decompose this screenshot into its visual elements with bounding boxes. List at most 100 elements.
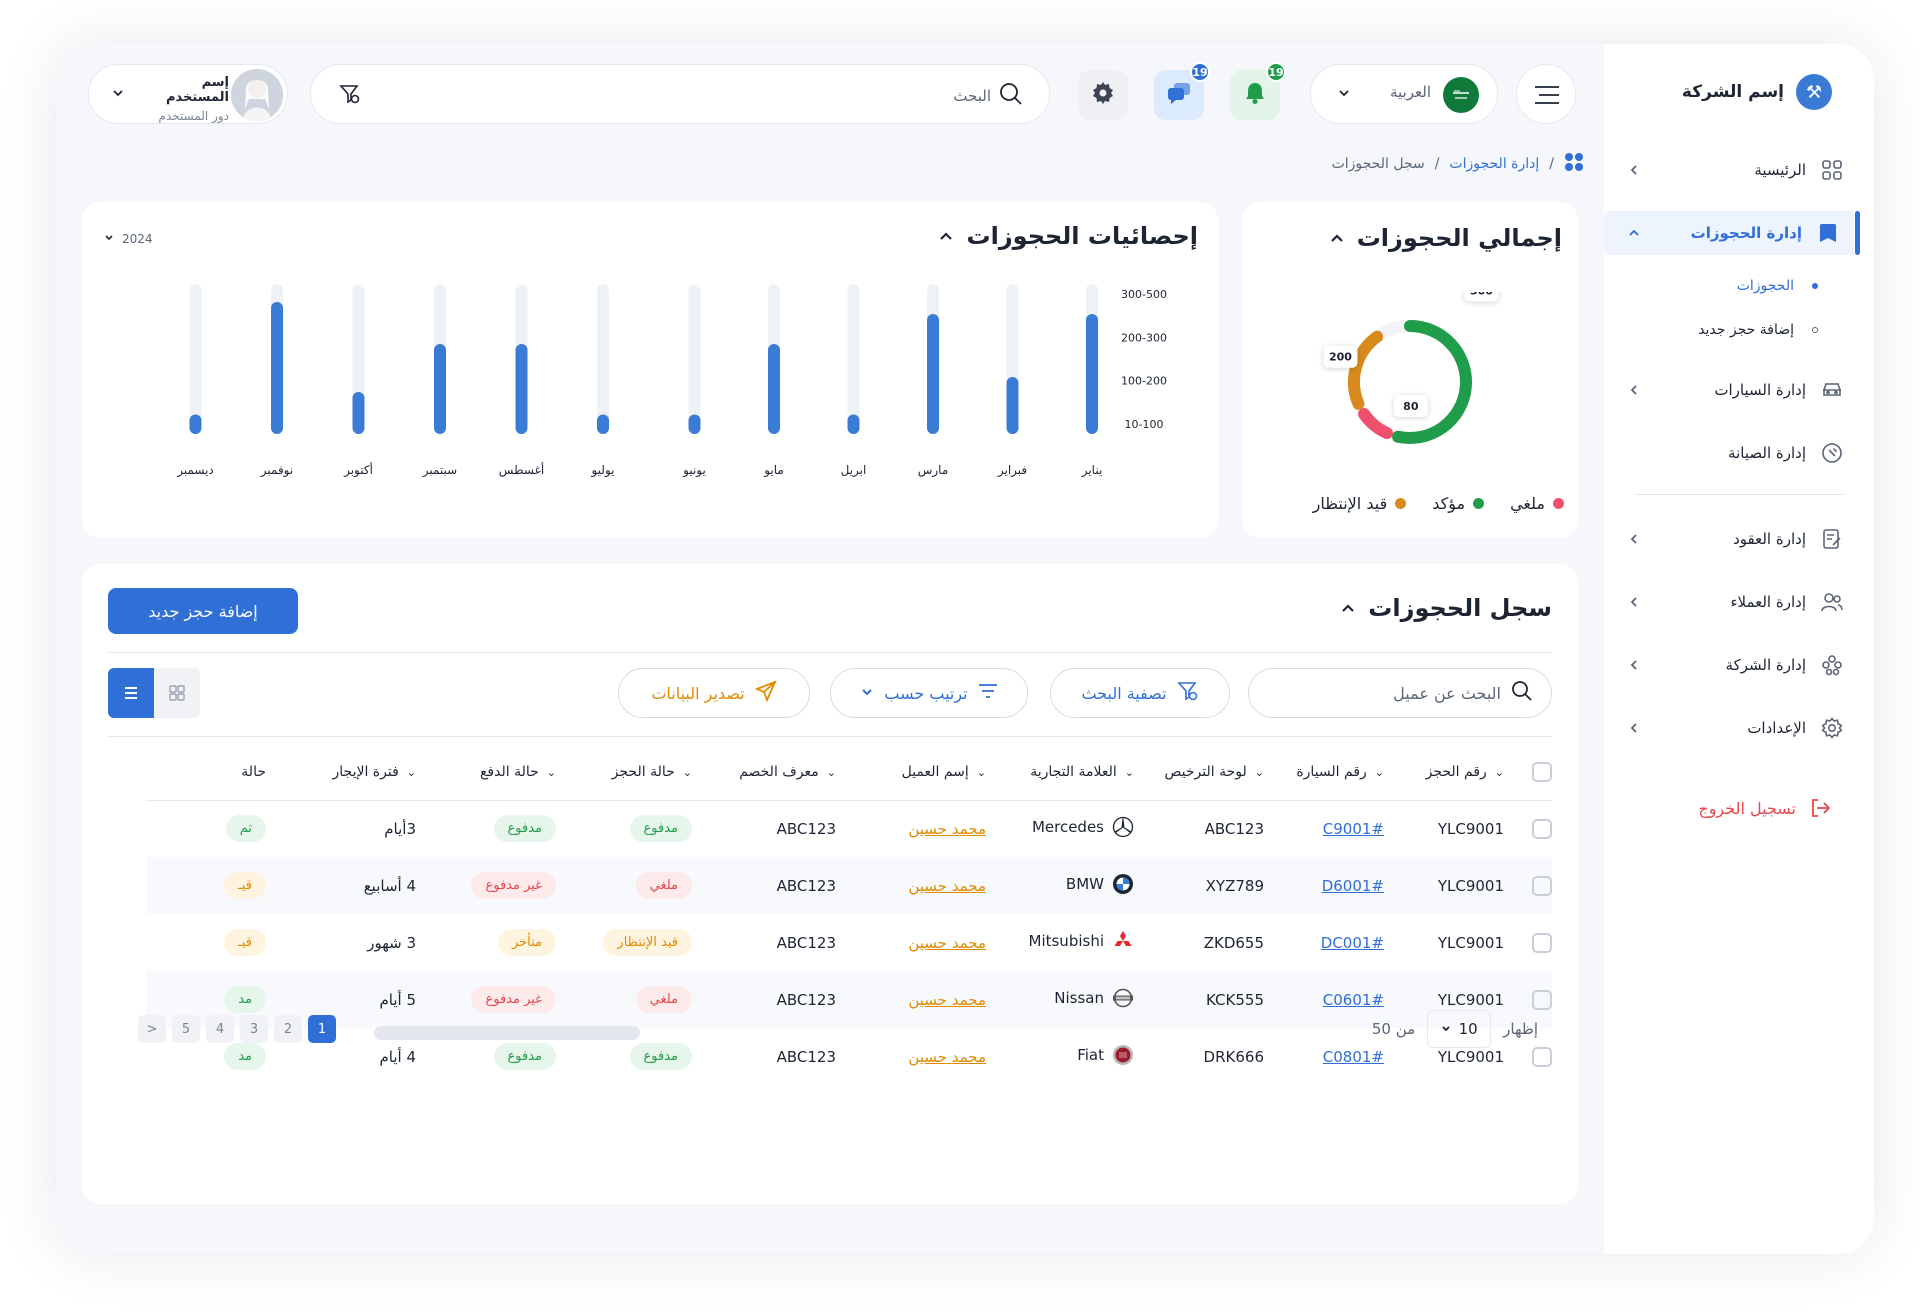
x-tick-label: مايو — [763, 463, 784, 478]
messages-button[interactable]: 19 — [1154, 62, 1210, 120]
table-header-row: ⌄ رقم الحجز ⌄ رقم السيارة ⌄ لوحة الترخيص ⌄ ا… — [146, 744, 1552, 801]
chevron-up-icon[interactable] — [1329, 224, 1345, 252]
row-checkbox[interactable] — [1532, 875, 1552, 896]
page-button[interactable]: 5 — [172, 1015, 200, 1043]
user-menu[interactable]: إسم المستخدم دور المستخدم — [88, 64, 288, 124]
column-header[interactable]: ⌄ معرف الخصم — [692, 744, 836, 801]
sidebar-item-label: إدارة الحجوزات — [1690, 224, 1802, 242]
row-checkbox[interactable] — [1532, 932, 1552, 953]
search-field[interactable]: البحث — [953, 82, 1023, 110]
sidebar-item-clients[interactable]: إدارة العملاء — [1604, 580, 1874, 624]
notifications-button[interactable]: 19 — [1230, 62, 1286, 120]
sidebar-item-settings[interactable]: الإعدادات — [1604, 706, 1874, 750]
table-row[interactable]: YLC9001 #C0601 KCK555 Nissan محمد حسين ABC123… — [146, 971, 1552, 1028]
settings-button[interactable] — [1078, 70, 1128, 120]
page-size-select[interactable]: 10 — [1427, 1010, 1492, 1048]
chevron-up-icon[interactable] — [1340, 594, 1356, 622]
filter-search-button[interactable]: تصفية البحث — [1050, 668, 1230, 718]
column-header[interactable]: ⌄ رقم الحجز — [1384, 744, 1504, 801]
car-number-link[interactable]: #D6001 — [1321, 876, 1384, 895]
column-header[interactable]: ⌄ فترة الإيجار — [266, 744, 416, 801]
bar[interactable] — [597, 414, 609, 435]
bar[interactable] — [768, 344, 780, 434]
sidebar-item-home[interactable]: الرئيسية — [1604, 148, 1874, 192]
export-data-button[interactable]: تصدير البيانات — [618, 668, 810, 718]
column-header[interactable]: ⌄ حالة الحجز — [556, 744, 692, 801]
next-page-button[interactable]: < — [138, 1015, 166, 1043]
breadcrumb-parent-link[interactable]: إدارة الحجوزات — [1449, 156, 1540, 172]
sort-icon — [978, 683, 998, 703]
column-header[interactable]: ⌄ لوحة الترخيص — [1134, 744, 1264, 801]
column-header[interactable]: ⌄ العلامة التجارية — [986, 744, 1134, 801]
page-button[interactable]: 2 — [274, 1015, 302, 1043]
bullet-icon — [1812, 283, 1818, 289]
bar[interactable] — [352, 392, 365, 434]
menu-toggle-button[interactable] — [1516, 64, 1576, 124]
page-button[interactable]: 4 — [206, 1015, 234, 1043]
chevron-up-icon[interactable] — [938, 222, 954, 250]
year-selector[interactable]: 2024 — [104, 232, 153, 246]
bar[interactable] — [847, 414, 860, 435]
submenu-item-bookings[interactable]: الحجوزات — [1604, 264, 1874, 308]
column-header[interactable]: ⌄ إسم العميل — [836, 744, 986, 801]
page-size-value: 10 — [1458, 1020, 1478, 1038]
sidebar-item-cars[interactable]: إدارة السيارات — [1604, 368, 1874, 412]
submenu-item-add-booking[interactable]: إضافة حجز جديد — [1604, 308, 1874, 352]
table-row[interactable]: YLC9001 #C0801 DRK666 Fiat محمد حسين ABC123 مد… — [146, 1028, 1552, 1085]
donut-label-text: 200 — [1329, 351, 1352, 364]
column-header[interactable]: ⌄ رقم السيارة — [1264, 744, 1384, 801]
client-search-input[interactable]: البحث عن عميل — [1393, 683, 1501, 703]
search-input[interactable]: البحث — [953, 87, 991, 105]
sort-label: ترتيب حسب — [884, 683, 968, 703]
logout-button[interactable]: تسجيل الخروج — [1604, 786, 1874, 830]
bar[interactable] — [1086, 314, 1098, 434]
sort-by-button[interactable]: ترتيب حسب — [830, 668, 1028, 718]
sidebar-item-company[interactable]: إدارة الشركة — [1604, 643, 1874, 687]
table-row[interactable]: YLC9001 #DC001 ZKD655 Mitsubishi محمد حسين AB… — [146, 914, 1552, 971]
car-number-link[interactable]: #C0601 — [1322, 990, 1384, 1009]
search-bar[interactable]: البحث — [310, 64, 1050, 124]
page-button[interactable]: 3 — [240, 1015, 268, 1043]
sidebar-item-label: إدارة الصيانة — [1728, 444, 1806, 462]
grid-view-button[interactable] — [154, 668, 200, 718]
bar[interactable] — [189, 414, 202, 435]
bar[interactable] — [1006, 377, 1019, 434]
booking-id: YLC9001 — [1384, 971, 1504, 1028]
car-number-link[interactable]: #C9001 — [1322, 819, 1384, 838]
rental-period: 4 أيام — [379, 1047, 416, 1066]
column-header[interactable]: حالة — [146, 744, 266, 801]
row-checkbox[interactable] — [1532, 818, 1552, 839]
legend-dot-icon — [1553, 498, 1564, 509]
client-name-link[interactable]: محمد حسين — [908, 1047, 986, 1066]
row-checkbox[interactable] — [1532, 989, 1552, 1010]
client-name-link[interactable]: محمد حسين — [908, 876, 986, 895]
client-name-link[interactable]: محمد حسين — [908, 819, 986, 838]
bar[interactable] — [434, 344, 446, 434]
add-booking-button[interactable]: إضافة حجز جديد — [108, 588, 298, 634]
bar[interactable] — [515, 344, 528, 434]
car-number-link[interactable]: #DC001 — [1320, 933, 1384, 952]
client-search-field[interactable]: البحث عن عميل — [1248, 668, 1552, 718]
payment-status-badge: غير مدفوع — [471, 872, 556, 899]
bar[interactable] — [688, 414, 701, 435]
horizontal-scrollbar[interactable] — [374, 1026, 640, 1040]
client-name-link[interactable]: محمد حسين — [908, 990, 986, 1009]
car-number-link[interactable]: #C0801 — [1322, 1047, 1384, 1066]
table-row[interactable]: YLC9001 #D6001 XYZ789 BMW محمد حسين ABC123 ملغ… — [146, 857, 1552, 914]
language-selector[interactable]: العربية — [1310, 64, 1498, 124]
row-checkbox[interactable] — [1532, 1046, 1552, 1067]
page-button[interactable]: 1 — [308, 1015, 336, 1043]
table-row[interactable]: YLC9001 #C9001 ABC123 Mercedes محمد حسين ABC1… — [146, 800, 1552, 857]
bar[interactable] — [927, 314, 939, 434]
sidebar-item-maintenance[interactable]: إدارة الصيانة — [1604, 431, 1874, 475]
sidebar-item-contracts[interactable]: إدارة العقود — [1604, 517, 1874, 561]
logout-label: تسجيل الخروج — [1698, 798, 1796, 818]
sidebar-item-bookings[interactable]: إدارة الحجوزات — [1604, 211, 1860, 255]
select-all-checkbox[interactable] — [1532, 761, 1552, 782]
column-header[interactable]: ⌄ حالة الدفع — [416, 744, 556, 801]
list-view-button[interactable] — [108, 668, 154, 718]
logout-icon — [1808, 796, 1832, 820]
client-name-link[interactable]: محمد حسين — [908, 933, 986, 952]
sidebar-item-label: الإعدادات — [1747, 719, 1806, 737]
bar[interactable] — [271, 302, 283, 434]
